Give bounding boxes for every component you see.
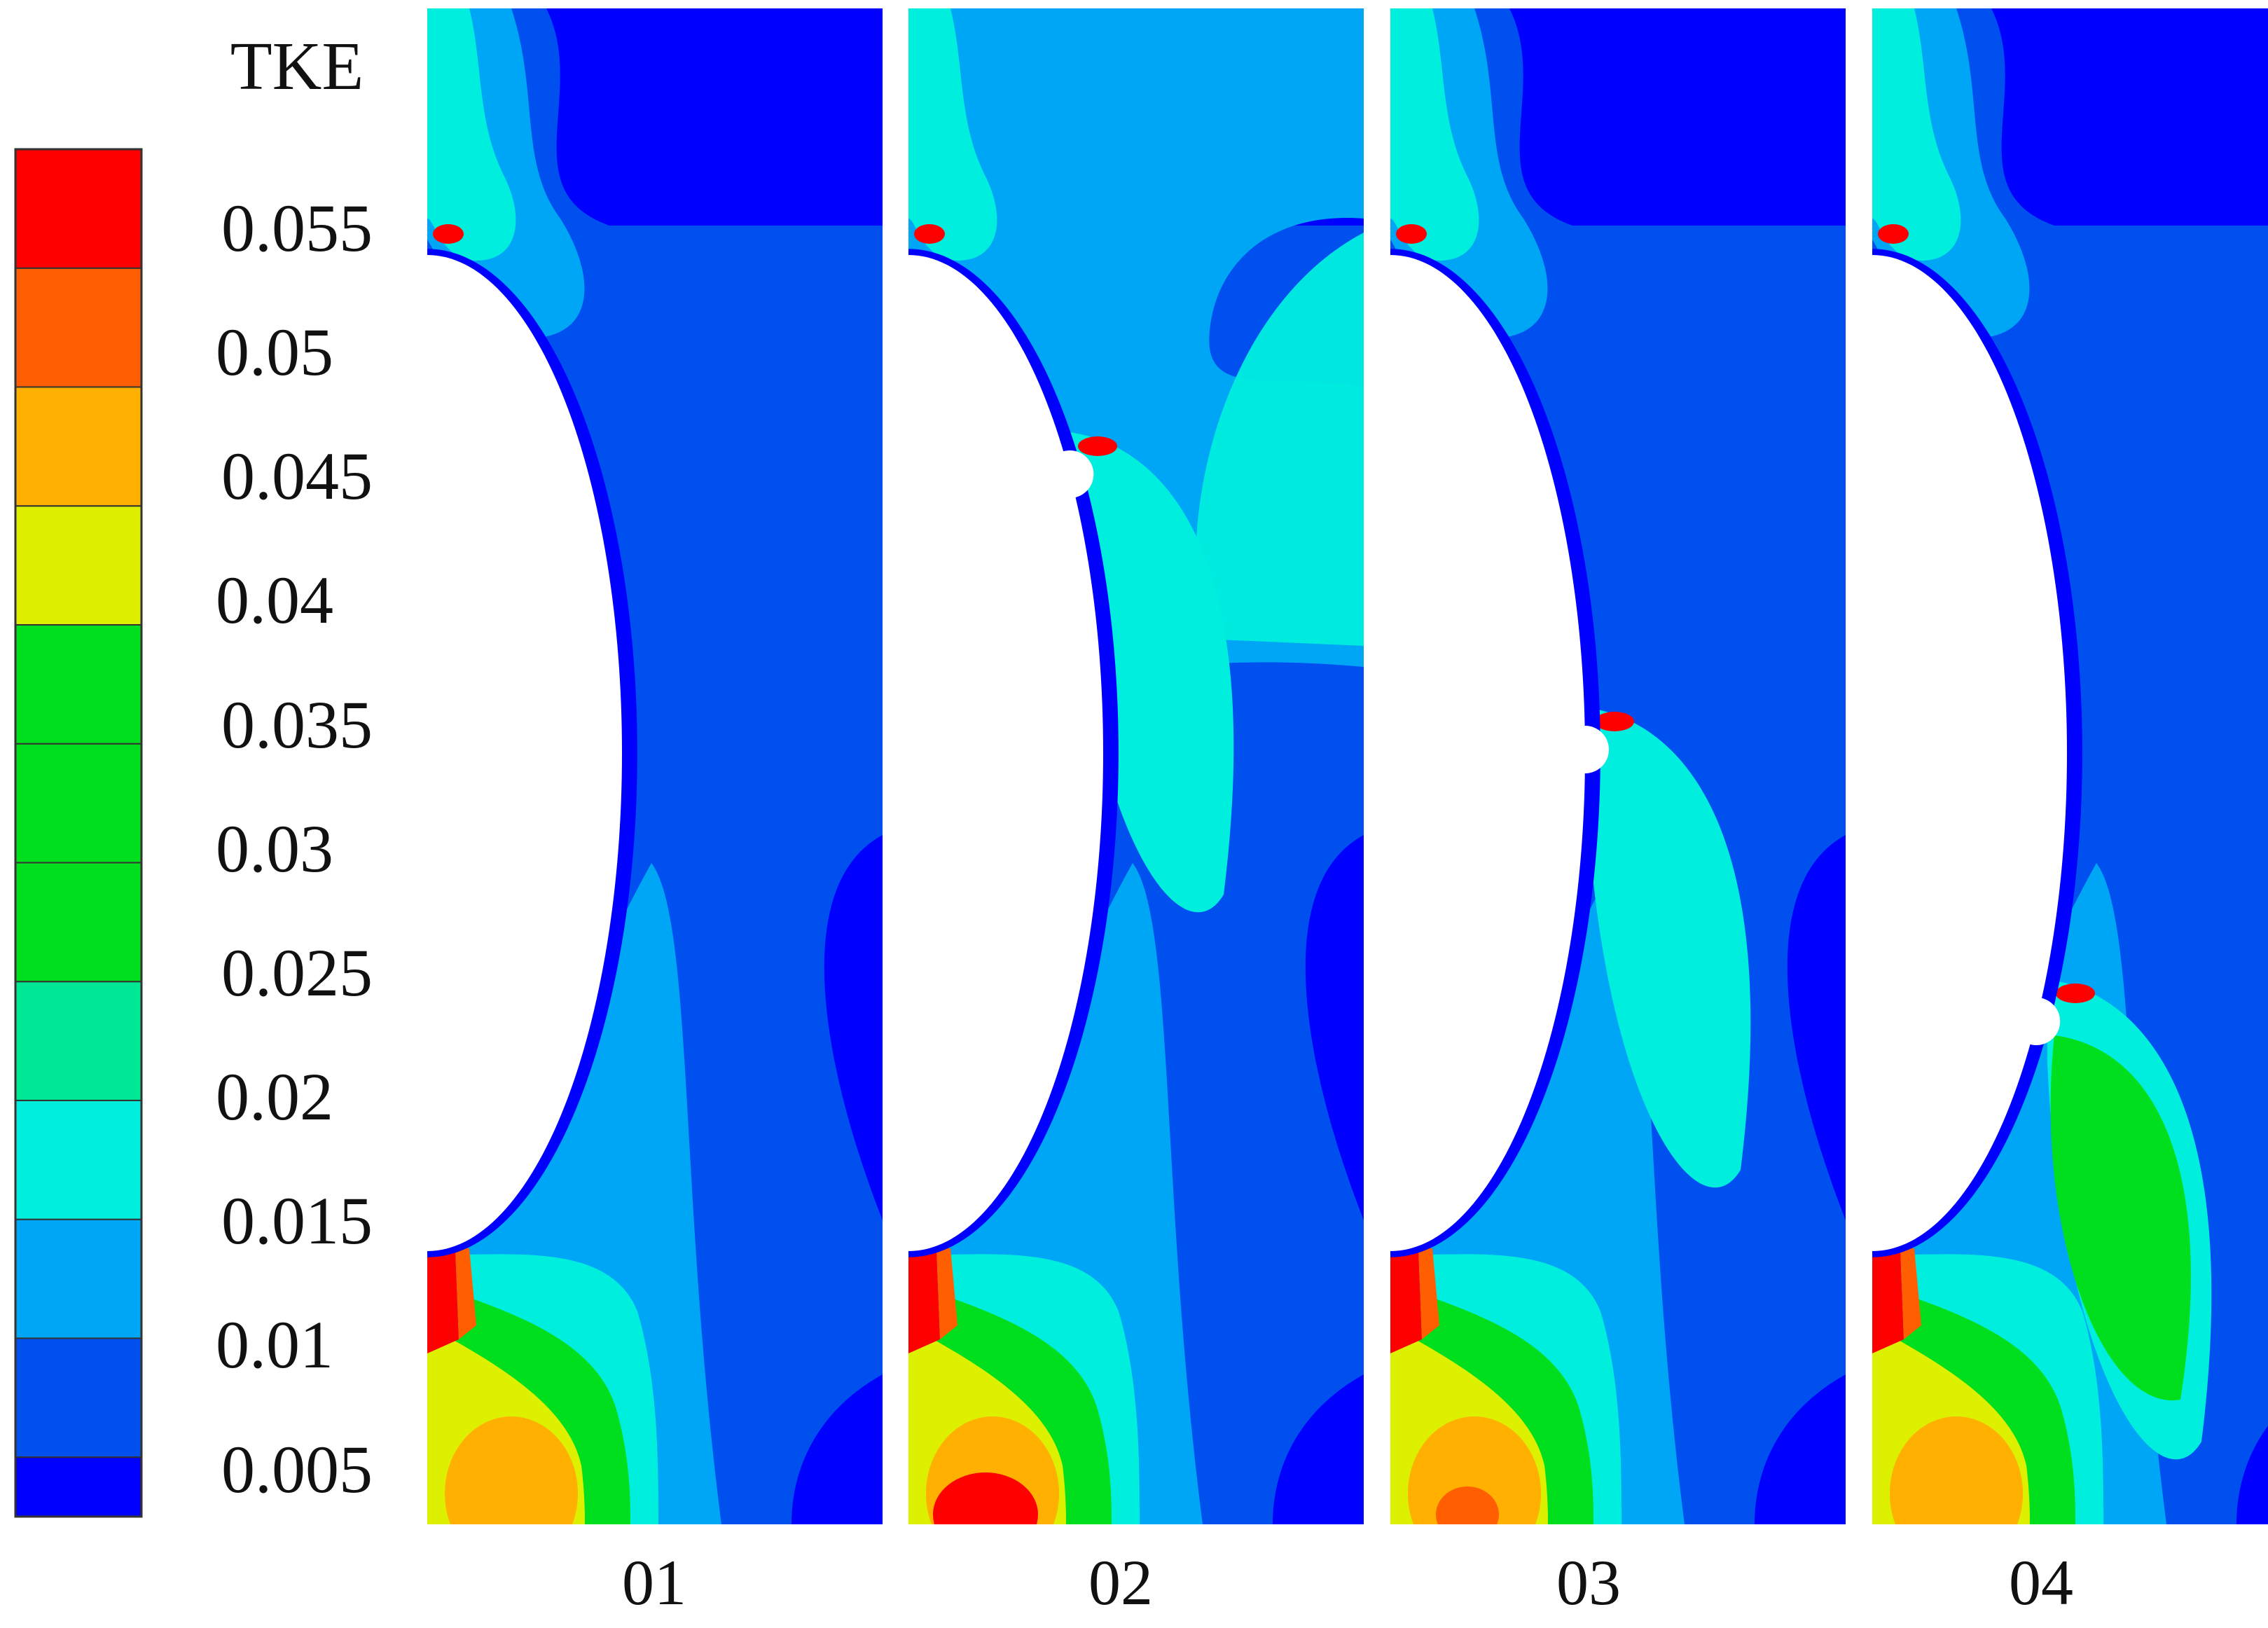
panel-label: 03 [1556, 1547, 1621, 1618]
colorbar-band [15, 1337, 142, 1458]
panel-02 [908, 8, 1364, 1524]
contour-level [433, 224, 464, 244]
contour-level [1070, 432, 1234, 913]
colorbar-band [15, 1099, 142, 1220]
colorbar-tick-label: 0.025 [221, 935, 373, 1010]
groove-notch [1046, 450, 1094, 498]
contour-level [2050, 1035, 2191, 1401]
panel-03 [1390, 8, 1846, 1524]
tke-contour-field [1872, 8, 2268, 1524]
body-shape [1390, 255, 1585, 1251]
colorbar-band [15, 505, 142, 626]
colorbar-band [15, 1456, 142, 1517]
contour-level [908, 1248, 940, 1353]
colorbar-tick-label: 0.02 [216, 1059, 333, 1134]
contour-level [1195, 233, 1364, 646]
contour-level [933, 1472, 1038, 1524]
contour-level [914, 224, 945, 244]
colorbar: TKE 0.055 0.05 0.045 0.04 0.035 0.03 0.0… [14, 29, 373, 1518]
groove-notch [1561, 726, 1609, 773]
contour-level [445, 1416, 578, 1524]
contour-level [1900, 1248, 1921, 1339]
contour-level [427, 8, 516, 261]
contour-level [1418, 1248, 1439, 1339]
contour-level [1586, 708, 1751, 1188]
contour-panels [427, 8, 2268, 1524]
colorbar-band [15, 743, 142, 864]
contour-level [1872, 8, 1961, 261]
contour-level [1890, 1416, 2023, 1524]
contour-level [1595, 712, 1634, 731]
body-shape [908, 255, 1103, 1251]
colorbar-tick-label: 0.05 [216, 315, 333, 389]
contour-level [1390, 1248, 1422, 1353]
colorbar-band [15, 623, 142, 745]
tke-contour-field [908, 8, 1364, 1524]
colorbar-tick-labels: 0.055 0.05 0.045 0.04 0.035 0.03 0.025 0… [216, 191, 373, 1507]
colorbar-band [15, 386, 142, 507]
colorbar-tick-label: 0.01 [216, 1307, 333, 1382]
panel-label: 02 [1088, 1547, 1153, 1618]
colorbar-tick-label: 0.03 [216, 811, 333, 886]
colorbar-band [15, 1218, 142, 1339]
colorbar-tick-label: 0.045 [221, 439, 373, 513]
contour-level [1078, 436, 1117, 456]
colorbar-title: TKE [230, 29, 364, 104]
colorbar-tick-label: 0.005 [221, 1432, 373, 1507]
colorbar-tick-label: 0.04 [216, 563, 333, 637]
contour-level [427, 1248, 459, 1353]
panel-label: 04 [2009, 1547, 2073, 1618]
tke-contour-field [427, 8, 883, 1524]
colorbar-band [15, 981, 142, 1101]
colorbar-tick-label: 0.055 [221, 191, 373, 265]
contour-level [2056, 984, 2095, 1003]
contour-level [908, 8, 997, 261]
colorbar-band [15, 862, 142, 983]
panel-01 [427, 8, 883, 1524]
contour-level [1408, 1416, 1541, 1524]
panel-04 [1872, 8, 2268, 1524]
colorbar-band [15, 267, 142, 388]
body-shape [1872, 255, 2067, 1251]
colorbar-bands [15, 149, 142, 1517]
colorbar-tick-label: 0.015 [221, 1183, 373, 1258]
contour-level [936, 1248, 957, 1339]
contour-level [1878, 224, 1909, 244]
contour-level [1872, 1248, 1904, 1353]
colorbar-tick-label: 0.035 [221, 687, 373, 762]
contour-level [1396, 224, 1427, 244]
groove-notch [2012, 998, 2061, 1045]
tke-contour-field [1390, 8, 1846, 1524]
colorbar-band [15, 149, 142, 269]
panel-label: 01 [622, 1547, 686, 1618]
body-shape [427, 255, 622, 1251]
colorbar-frame [14, 148, 143, 1518]
contour-level [1436, 1486, 1499, 1524]
contour-level [1390, 8, 1479, 261]
contour-level [455, 1248, 476, 1339]
